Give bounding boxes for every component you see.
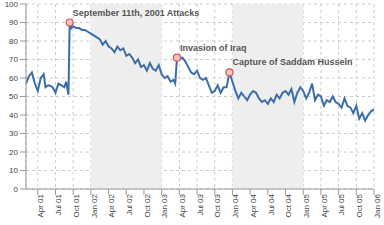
svg-text:0: 0 [14, 185, 19, 194]
svg-text:Apr 04: Apr 04 [249, 193, 258, 217]
svg-text:80: 80 [9, 37, 18, 46]
svg-text:Invasion of Iraq: Invasion of Iraq [180, 43, 247, 53]
svg-text:Jul 05: Jul 05 [337, 193, 346, 215]
svg-text:Apr 03: Apr 03 [178, 193, 187, 217]
svg-text:Oct 05: Oct 05 [355, 193, 364, 217]
svg-text:Oct 04: Oct 04 [284, 193, 293, 217]
svg-text:Apr 02: Apr 02 [107, 193, 116, 217]
svg-text:Jul 02: Jul 02 [125, 193, 134, 215]
svg-text:Oct 03: Oct 03 [213, 193, 222, 217]
svg-text:50: 50 [9, 92, 18, 101]
svg-text:20: 20 [9, 148, 18, 157]
svg-text:Jan 02: Jan 02 [90, 193, 99, 218]
svg-text:Jan 03: Jan 03 [160, 193, 169, 218]
svg-text:10: 10 [9, 166, 18, 175]
svg-text:Jul 04: Jul 04 [267, 193, 276, 215]
svg-text:Oct 02: Oct 02 [143, 193, 152, 217]
svg-text:100: 100 [8, 0, 19, 9]
svg-text:Capture of Saddam Hussein: Capture of Saddam Hussein [232, 57, 352, 67]
svg-text:September 11th, 2001 Attacks: September 11th, 2001 Attacks [73, 8, 200, 18]
svg-text:Apr 01: Apr 01 [36, 193, 45, 217]
svg-text:Jul 03: Jul 03 [196, 193, 205, 215]
svg-text:Jan 05: Jan 05 [302, 193, 311, 218]
svg-text:Jul 01: Jul 01 [54, 193, 63, 215]
svg-text:60: 60 [9, 74, 18, 83]
svg-text:90: 90 [9, 18, 18, 27]
svg-text:Apr 05: Apr 05 [320, 193, 329, 217]
svg-text:Jan 04: Jan 04 [231, 193, 240, 218]
svg-text:Oct 01: Oct 01 [72, 193, 81, 217]
svg-text:70: 70 [9, 55, 18, 64]
svg-text:30: 30 [9, 129, 18, 138]
svg-text:Jan 06: Jan 06 [373, 193, 376, 218]
svg-text:40: 40 [9, 111, 18, 120]
